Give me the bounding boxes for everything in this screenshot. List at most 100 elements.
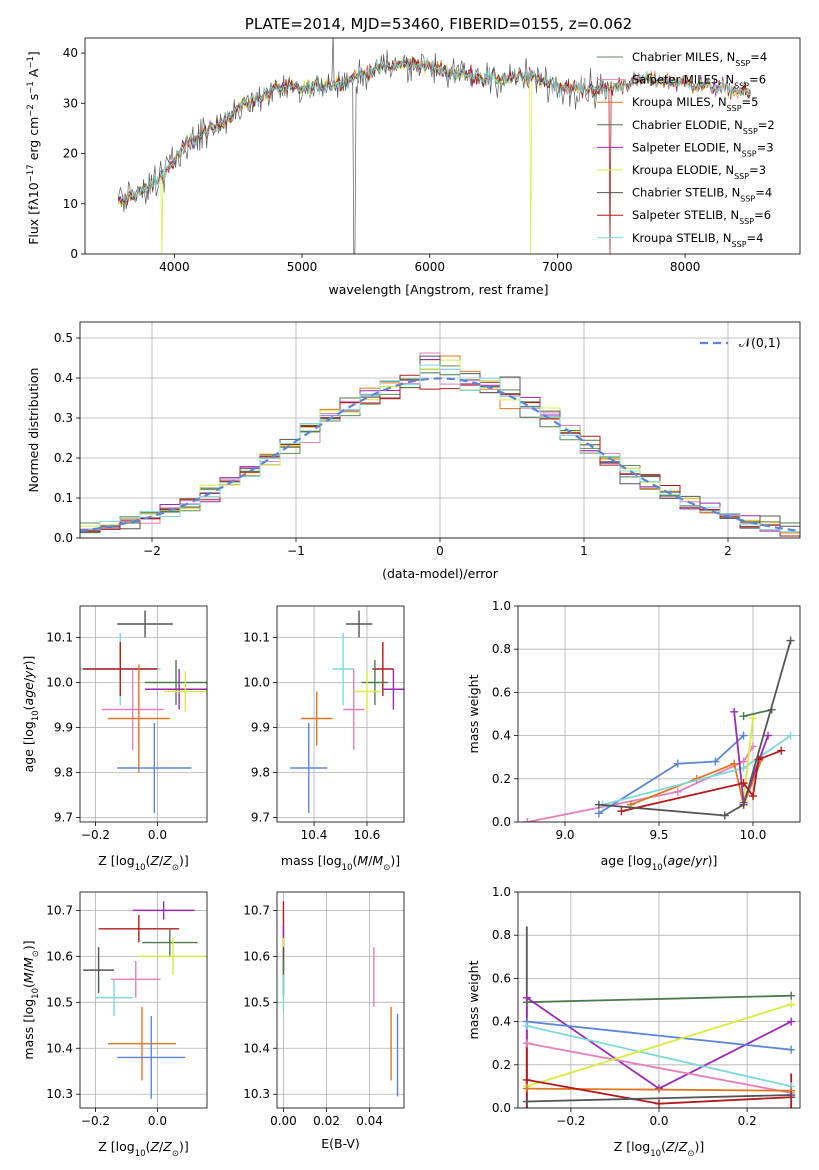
legend-sub-5: SSP: [734, 172, 749, 181]
legend-entry-4: Salpeter ELODIE, NSSP=3: [632, 140, 774, 158]
spectrum-xtick-label-3: 7000: [542, 260, 573, 274]
weight_vs_Z-series-8: [522, 1091, 796, 1106]
weight_vs_Z-xtick-label-1: 0.0: [649, 1114, 668, 1128]
weight_vs_Z-xtick-label-2: 0.2: [738, 1114, 757, 1128]
mass_vs_Z-xlabel-part: )]: [179, 1139, 189, 1154]
weight_vs_age-marker-7-2: [749, 792, 757, 801]
age_vs_Z-errorbar-6: [101, 669, 164, 750]
mass_vs_Z-errorbar-0: [132, 901, 195, 920]
weight_vs_age-ylabel: mass weight: [466, 674, 481, 753]
mass_vs_Z-ylabel-part: M: [21, 972, 36, 983]
weight_vs_Z-xlabel-part: Z [log: [614, 1139, 650, 1154]
spectrum-series-6: [117, 38, 609, 254]
mass_vs_Z-plot-area: [83, 901, 207, 1099]
residuals-xtick-label-1: −1: [287, 544, 305, 558]
weight_vs_Z-marker-4-0: [522, 1039, 531, 1048]
residuals-panel: −2 −1 0 1 2 0.0 0.1 0.2 0.3 0.4 0.5 (data-model)/er…: [26, 321, 801, 581]
weight_vs_age-xlabel-part: (: [663, 853, 668, 868]
mass_vs_Z-errorbar-7: [107, 1006, 177, 1081]
residuals-xtick-label-4: 2: [724, 544, 732, 558]
age_vs_mass-errorbar-6: [343, 669, 365, 750]
mass_vs_Z-ylabel-part: )]: [21, 940, 36, 950]
spectrum-title: PLATE=2014, MJD=53460, FIBERID=0155, z=0…: [245, 15, 632, 33]
weight_vs_age-xlabel-part: age [log: [601, 853, 652, 868]
histogram-series-8: [80, 364, 800, 533]
legend-suffix-2: =5: [742, 95, 759, 109]
weight_vs_Z-marker-1-2: [787, 1017, 796, 1026]
weight_vs_Z-ylabel: mass weight: [466, 960, 481, 1039]
weight_vs_age-line-1: [598, 734, 745, 815]
weight_vs_Z-axes: −0.2 0.0 0.20.00.20.40.60.81.0Z [log10(Z/Z…: [466, 885, 757, 1159]
mass_vs_ebv-xtick-label-0: 0.00: [270, 1114, 297, 1128]
mass_vs_Z-panel: −0.2 0.010.310.410.510.610.7Z [log10(Z/Z⊙…: [21, 891, 208, 1159]
spectrum-xlabel: wavelength [Angstrom, rest frame]: [328, 282, 548, 297]
weight_vs_age-marker-1-2: [711, 757, 720, 766]
age_vs_Z-xlabel-part: Z [log: [98, 853, 134, 868]
age_vs_mass-xtick-label-1: 10.6: [354, 828, 381, 842]
legend-label-7: Salpeter STELIB, N: [632, 208, 739, 222]
weight_vs_Z-line-5: [526, 1003, 792, 1088]
weight_vs_Z-xlabel: Z [log10(Z/Z⊙)]: [614, 1139, 704, 1159]
legend-label-4: Salpeter ELODIE, N: [632, 140, 742, 154]
weight_vs_age-marker-5-2: [764, 731, 773, 740]
spectrum-ylabel-part: ]: [26, 51, 41, 56]
mass_vs_ebv-ytick-label-3: 10.6: [243, 949, 270, 963]
mass_vs_ebv-axes: 0.00 0.02 0.04 10.3 10.4 10.5 10.6 10.7 E(B-V): [243, 903, 383, 1151]
age_vs_Z-xtick-label-1: 0.0: [148, 828, 167, 842]
age_vs_mass-xlabel-part: 10: [342, 863, 353, 873]
weight_vs_Z-xlabel-part: (: [661, 1139, 666, 1154]
weight_vs_Z-marker-6-0: [522, 1084, 531, 1093]
weight_vs_Z-marker-1-1: [655, 1084, 663, 1093]
age_vs_Z-ytick-label-0: 9.7: [54, 811, 73, 825]
spectrum-ylabel-part: s: [26, 94, 41, 105]
age_vs_Z-xtick-label-0: −0.2: [81, 828, 110, 842]
weight_vs_Z-ytick-label-0: 0.0: [492, 1101, 511, 1115]
legend-suffix-4: =3: [757, 140, 774, 154]
weight_vs_Z-marker-8-1: [787, 1091, 796, 1100]
normal-reference-curve: [80, 377, 800, 533]
weight_vs_age-axes: 9.0 9.5 10.0 0.0 0.2 0.4 0.6 0.8 1.0 age [log10(a…: [466, 599, 766, 873]
mass_vs_Z-errorbar-3: [138, 937, 207, 975]
mass_vs_Z-xlabel-part: Z: [149, 1139, 159, 1154]
weight_vs_age-marker-7-1: [739, 779, 748, 788]
spectrum-ylabel-part: λ: [26, 198, 41, 206]
age_vs_Z-xlabel-part: Z: [149, 853, 159, 868]
weight_vs_age-marker-3-2: [786, 731, 795, 740]
spectrum-ylabel-part: Flux [f: [26, 205, 41, 245]
mass_vs_Z-errorbar-6: [95, 979, 133, 1017]
mass_vs_ebv-panel: 0.00 0.02 0.04 10.3 10.4 10.5 10.6 10.7 E(B-V): [243, 891, 405, 1151]
residuals-ytick-label-2: 0.2: [54, 451, 73, 465]
legend-label-1: Salpeter MILES, N: [632, 73, 734, 87]
legend-sub-6: SSP: [740, 194, 755, 203]
age_vs_Z-xlabel-part: /: [159, 853, 164, 868]
weight_vs_age-marker-8-1: [720, 811, 729, 820]
weight_vs_Z-ytick-label-1: 0.2: [492, 1058, 511, 1072]
weight_vs_age-line-6: [743, 708, 773, 718]
mass_vs_Z-ylabel-part: 10: [31, 988, 41, 999]
mass_vs_Z-errorbar-8: [117, 1016, 186, 1099]
weight_vs_Z-series-1: [522, 993, 796, 1093]
age_vs_mass-xtick-label-0: 10.4: [301, 828, 328, 842]
weight_vs_age-marker-1-1: [673, 759, 682, 768]
spectrum-ylabel-part: erg cm: [26, 117, 41, 165]
weight_vs_age-xlabel-part: /: [691, 853, 696, 868]
age_vs_Z-panel: −0.2 0.09.79.89.910.010.1Z [log10(Z/Z⊙)]a…: [21, 605, 208, 873]
age_vs_mass-ytick-label-4: 10.1: [243, 631, 270, 645]
spectrum-plot-area: [117, 38, 751, 254]
weight_vs_age-xtick-label-2: 10.0: [740, 828, 767, 842]
age_vs_mass-xlabel-part: (: [353, 853, 358, 868]
spectrum-xtick-label-0: 4000: [159, 260, 190, 274]
weight_vs_Z-series-0: [522, 991, 796, 1007]
spectrum-panel: 4000 5000 6000 7000 8000 0 10 20 30 40 PLATE=2014,…: [26, 15, 801, 297]
age_vs_Z-xlabel-part: (: [146, 853, 151, 868]
weight_vs_age-ytick-label-3: 0.6: [492, 685, 511, 699]
weight_vs_age-marker-0-1: [673, 787, 682, 796]
mass_vs_Z-xlabel: Z [log10(Z/Z⊙)]: [98, 1139, 188, 1159]
weight_vs_Z-marker-7-0: [522, 1075, 531, 1084]
age_vs_Z-ylabel: age [log10(age/yr)]: [21, 656, 41, 773]
residuals-ytick-label-3: 0.3: [54, 411, 73, 425]
weight_vs_age-marker-8-2: [739, 800, 748, 809]
mass_vs_Z-errorbar-4: [83, 947, 115, 994]
